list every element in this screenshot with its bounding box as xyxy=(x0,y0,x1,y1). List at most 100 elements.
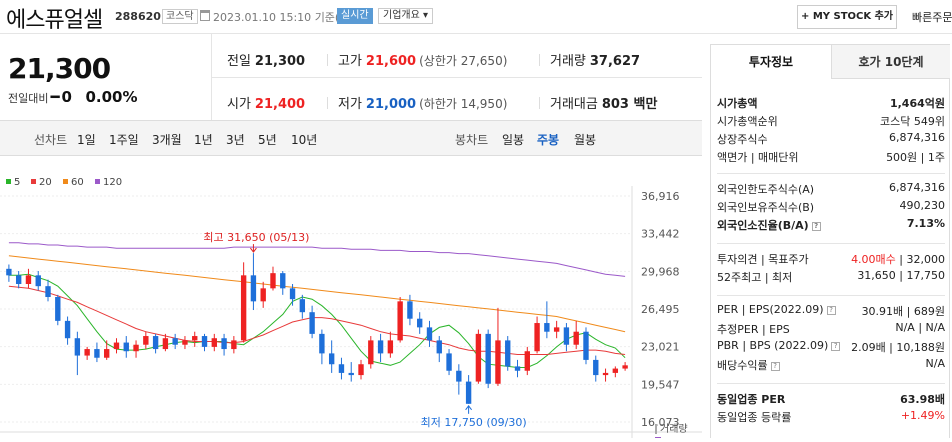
legend-swatch xyxy=(6,179,11,184)
divider xyxy=(212,77,702,78)
tab-3y[interactable]: 3년 xyxy=(226,133,245,147)
tab-10y[interactable]: 10년 xyxy=(291,133,318,147)
help-icon[interactable]: ? xyxy=(831,341,841,351)
candle-body xyxy=(397,301,403,341)
high-arrow-head xyxy=(250,247,257,253)
divider xyxy=(327,97,328,109)
candle-body xyxy=(270,273,276,289)
info-key: 투자의견 | 목표주가 xyxy=(717,253,809,266)
tab-investment-info[interactable]: 투자정보 xyxy=(711,45,831,79)
stat-prev-value: 21,300 xyxy=(254,54,306,69)
legend-label: 60 xyxy=(71,177,84,188)
info-row: 외국인보유주식수(B) 490,230 xyxy=(717,199,945,217)
change-label: 전일대비 xyxy=(8,92,49,105)
help-icon[interactable]: ? xyxy=(811,221,821,231)
divider xyxy=(539,97,540,109)
datetime-text: 2023.01.10 15:10 xyxy=(213,11,312,24)
candle-body xyxy=(192,336,198,341)
tab-1y[interactable]: 1년 xyxy=(194,133,213,147)
quick-order-link[interactable]: 빠른주문 xyxy=(912,11,952,24)
candle-body xyxy=(15,275,22,285)
candle-body xyxy=(387,340,394,354)
candle-body xyxy=(544,323,550,332)
candle-chart-label: 봉차트 xyxy=(455,133,489,147)
change-percent: 0.00% xyxy=(85,88,138,106)
candle-body xyxy=(309,312,315,334)
candle-body xyxy=(152,336,159,350)
tab-5y[interactable]: 5년 xyxy=(258,133,277,147)
candle-body xyxy=(260,288,266,302)
stat-low: 저가 21,000 (하한가 14,950) xyxy=(338,93,507,112)
info-row: PBR | BPS (2022.09)? 2.09배 | 10,188원 xyxy=(717,339,945,357)
my-stock-add-button[interactable]: + MY STOCK 추가 xyxy=(797,5,897,29)
company-overview-dropdown[interactable]: 기업개요 ▾ xyxy=(378,8,434,24)
ma-line-60 xyxy=(8,255,626,333)
info-key: 배당수익률? xyxy=(717,357,780,373)
tab-1w[interactable]: 1주일 xyxy=(109,133,139,147)
divider xyxy=(717,243,945,244)
price-stats: 전일 21,300 고가 21,600 (상한가 27,650) 거래량 37,627 … xyxy=(212,34,702,120)
candle-body xyxy=(426,327,433,341)
info-key: 시가총액순위 xyxy=(717,115,778,128)
info-value: N/A | N/A xyxy=(895,321,945,334)
info-value: 4.00매수 | 32,000 xyxy=(851,251,945,267)
stat-volume-label: 거래량 xyxy=(550,54,586,69)
stat-prev: 전일 21,300 xyxy=(227,50,305,69)
candle-body xyxy=(104,349,110,358)
candle-body xyxy=(436,340,442,354)
info-value: 6,874,316 xyxy=(889,131,945,144)
y-tick-label: 26,495 xyxy=(641,303,680,316)
stat-open-label: 시가 xyxy=(227,97,251,112)
divider xyxy=(539,54,540,66)
info-row: 시가총액 1,464억원 xyxy=(717,95,945,113)
stock-code: 288620 xyxy=(115,10,161,23)
info-key: 외국인한도주식수(A) xyxy=(717,183,815,196)
investment-info-panel: 투자정보 호가 10단계 시가총액 1,464억원 시가총액순위 코스닥 549위 상장… xyxy=(710,44,950,438)
info-row: 추정PER | EPS N/A | N/A xyxy=(717,321,945,339)
stat-value-label: 거래대금 xyxy=(550,97,598,112)
stat-volume-value: 37,627 xyxy=(589,54,641,69)
help-icon[interactable]: ? xyxy=(826,305,836,315)
candle-body xyxy=(172,338,178,345)
help-icon[interactable]: ? xyxy=(770,361,780,371)
candle-body xyxy=(231,340,237,350)
info-value: 6,874,316 xyxy=(889,181,945,194)
y-tick-label: 33,442 xyxy=(641,228,680,241)
quote-area: 21,300 전일대비 ━ 0 0.00% 전일 21,300 고가 21,600 (상한… xyxy=(0,34,702,438)
candle-body xyxy=(456,370,462,382)
candle-body xyxy=(6,268,12,276)
current-price: 21,300 xyxy=(8,52,111,85)
info-key: PER | EPS(2022.09)? xyxy=(717,303,836,316)
tab-weekly[interactable]: 주봉 xyxy=(537,133,560,147)
divider xyxy=(327,54,328,66)
info-value: 7.13% xyxy=(906,217,945,230)
info-row: PER | EPS(2022.09)? 30.91배 | 689원 xyxy=(717,303,945,321)
legend-swatch xyxy=(95,179,100,184)
candle-body xyxy=(446,353,452,371)
company-name: 에스퓨얼셀 xyxy=(6,8,103,33)
tab-order-book[interactable]: 호가 10단계 xyxy=(831,45,950,79)
realtime-badge[interactable]: 실시간 xyxy=(337,8,373,24)
tab-1d[interactable]: 1일 xyxy=(77,133,96,147)
ma-line-120 xyxy=(8,242,626,277)
candle-body xyxy=(211,338,217,347)
candle-body xyxy=(143,336,149,345)
calendar-icon xyxy=(200,10,210,21)
info-value: 1,464억원 xyxy=(889,97,945,110)
tab-daily[interactable]: 일봉 xyxy=(502,133,525,147)
candle-body xyxy=(593,359,599,376)
candle-body xyxy=(348,372,354,376)
stat-value-value: 803 백만 xyxy=(601,97,658,112)
candle-body xyxy=(358,364,364,376)
candle-body xyxy=(417,318,423,328)
info-value: 490,230 xyxy=(899,199,946,212)
info-key: 외국인보유주식수(B) xyxy=(717,201,815,214)
info-key: 외국인소진율(B/A)? xyxy=(717,217,821,233)
info-value: 코스닥 549위 xyxy=(880,115,945,128)
candle-body xyxy=(583,331,589,360)
tab-3m[interactable]: 3개월 xyxy=(152,133,182,147)
info-row: 액면가 | 매매단위 500원 | 1주 xyxy=(717,149,945,167)
tab-monthly[interactable]: 월봉 xyxy=(574,133,597,147)
info-key: 추정PER | EPS xyxy=(717,323,790,336)
candle-body xyxy=(338,364,345,373)
